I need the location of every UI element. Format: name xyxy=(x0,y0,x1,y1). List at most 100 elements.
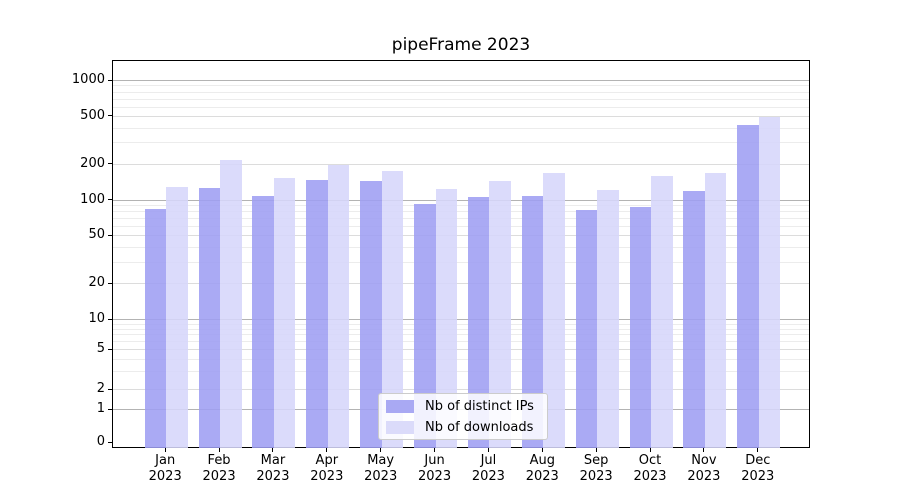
y-tick-label-10: 10 xyxy=(88,311,105,326)
legend-item-distinct-ips: Nb of distinct IPs xyxy=(379,396,547,417)
bar-ips-jul xyxy=(467,196,490,448)
gridline-400 xyxy=(113,127,809,129)
x-tick-month: Mar xyxy=(260,453,286,468)
x-tick-month: Feb xyxy=(207,453,231,468)
chart-title: pipeFrame 2023 xyxy=(391,35,531,55)
x-tick-month: Apr xyxy=(315,453,339,468)
y-tick-mark xyxy=(108,282,112,284)
gridline-30 xyxy=(113,261,809,263)
x-tick-year: 2023 xyxy=(471,468,505,484)
gridline-900 xyxy=(113,85,809,87)
x-tick-label-oct: Oct 2023 xyxy=(622,453,678,484)
gridline-100 xyxy=(113,199,809,201)
gridline-70 xyxy=(113,218,809,219)
bar-downloads-nov xyxy=(704,172,727,448)
gridline-8 xyxy=(113,328,809,330)
x-tick-mark xyxy=(380,448,382,452)
x-tick-month: Jan xyxy=(155,453,176,468)
x-tick-year: 2023 xyxy=(256,468,290,484)
x-tick-month: May xyxy=(367,453,395,468)
x-tick-label-apr: Apr 2023 xyxy=(299,453,355,484)
bar-ips-oct xyxy=(629,206,652,448)
x-tick-mark xyxy=(326,448,328,452)
gridline-7 xyxy=(113,334,809,336)
x-tick-year: 2023 xyxy=(364,468,398,484)
x-tick-year: 2023 xyxy=(633,468,667,484)
bar-downloads-dec xyxy=(758,116,781,448)
y-tick-mark xyxy=(108,234,112,236)
x-tick-month: Sep xyxy=(583,453,609,468)
y-tick-mark xyxy=(108,388,112,390)
x-tick-month: Jun xyxy=(424,453,445,468)
bar-ips-may xyxy=(360,180,382,448)
bar-ips-sep xyxy=(575,209,598,448)
bar-ips-jan xyxy=(144,208,167,448)
x-tick-year: 2023 xyxy=(418,468,452,484)
x-tick-mark xyxy=(757,448,759,452)
bar-downloads-jan xyxy=(166,186,188,448)
bar-ips-nov xyxy=(683,191,705,448)
y-tick-mark xyxy=(108,199,112,200)
gridline-200 xyxy=(113,163,809,165)
y-tick-label-0: 0 xyxy=(96,434,105,449)
y-tick-label-1: 1 xyxy=(96,401,105,416)
gridline-500 xyxy=(113,115,809,117)
y-tick-mark xyxy=(108,79,112,81)
y-tick-mark xyxy=(108,348,112,350)
x-tick-year: 2023 xyxy=(687,468,721,484)
x-tick-label-mar: Mar 2023 xyxy=(245,453,301,484)
gridline-60 xyxy=(113,226,809,227)
y-tick-label-500: 500 xyxy=(80,107,105,123)
gridline-20 xyxy=(113,283,809,285)
x-tick-month: Oct xyxy=(638,453,662,468)
x-tick-label-may: May 2023 xyxy=(353,453,409,484)
gridline-2 xyxy=(113,389,809,390)
x-tick-year: 2023 xyxy=(202,468,236,484)
x-tick-year: 2023 xyxy=(579,468,613,484)
bar-downloads-apr xyxy=(327,164,350,448)
x-tick-mark xyxy=(703,448,705,452)
bar-ips-apr xyxy=(306,180,328,448)
y-tick-label-1000: 1000 xyxy=(71,72,105,87)
gridline-5 xyxy=(113,349,809,350)
y-tick-label-2: 2 xyxy=(96,381,105,396)
gridline-6 xyxy=(113,341,809,343)
bar-ips-dec xyxy=(737,124,759,448)
y-tick-mark xyxy=(108,318,112,320)
bar-downloads-oct xyxy=(651,175,673,448)
x-tick-year: 2023 xyxy=(148,468,182,484)
x-tick-year: 2023 xyxy=(310,468,344,484)
x-tick-label-sep: Sep 2023 xyxy=(568,453,624,484)
y-tick-label-100: 100 xyxy=(80,191,105,207)
x-tick-label-jan: Jan 2023 xyxy=(137,453,193,484)
bar-ips-mar xyxy=(252,196,274,448)
legend-swatch-distinct-ips xyxy=(386,399,414,413)
x-tick-mark xyxy=(595,448,597,452)
y-tick-label-200: 200 xyxy=(80,155,105,171)
y-tick-mark xyxy=(108,408,112,410)
gridline-50 xyxy=(113,235,809,237)
gridline-3 xyxy=(113,371,809,373)
bar-downloads-may xyxy=(381,170,404,448)
x-tick-label-aug: Aug 2023 xyxy=(514,453,570,484)
x-tick-mark xyxy=(541,448,543,452)
bar-downloads-jun xyxy=(435,189,458,448)
bar-ips-feb xyxy=(198,187,221,448)
bar-downloads-feb xyxy=(220,159,242,448)
y-tick-mark xyxy=(108,115,112,117)
gridline-600 xyxy=(113,106,809,108)
x-tick-mark xyxy=(487,448,489,452)
gridline-4 xyxy=(113,358,809,360)
bar-downloads-aug xyxy=(543,172,565,448)
gridline-800 xyxy=(113,91,809,93)
x-tick-mark xyxy=(649,448,651,452)
bar-downloads-mar xyxy=(273,178,296,448)
bar-ips-aug xyxy=(521,195,544,448)
legend-label-distinct-ips: Nb of distinct IPs xyxy=(425,398,534,414)
x-tick-label-feb: Feb 2023 xyxy=(191,453,247,484)
legend-item-downloads: Nb of downloads xyxy=(379,417,547,438)
x-tick-month: Dec xyxy=(745,453,771,468)
legend: Nb of distinct IPs Nb of downloads xyxy=(378,393,548,440)
x-tick-label-jun: Jun 2023 xyxy=(407,453,463,484)
x-tick-month: Jul xyxy=(480,453,497,468)
